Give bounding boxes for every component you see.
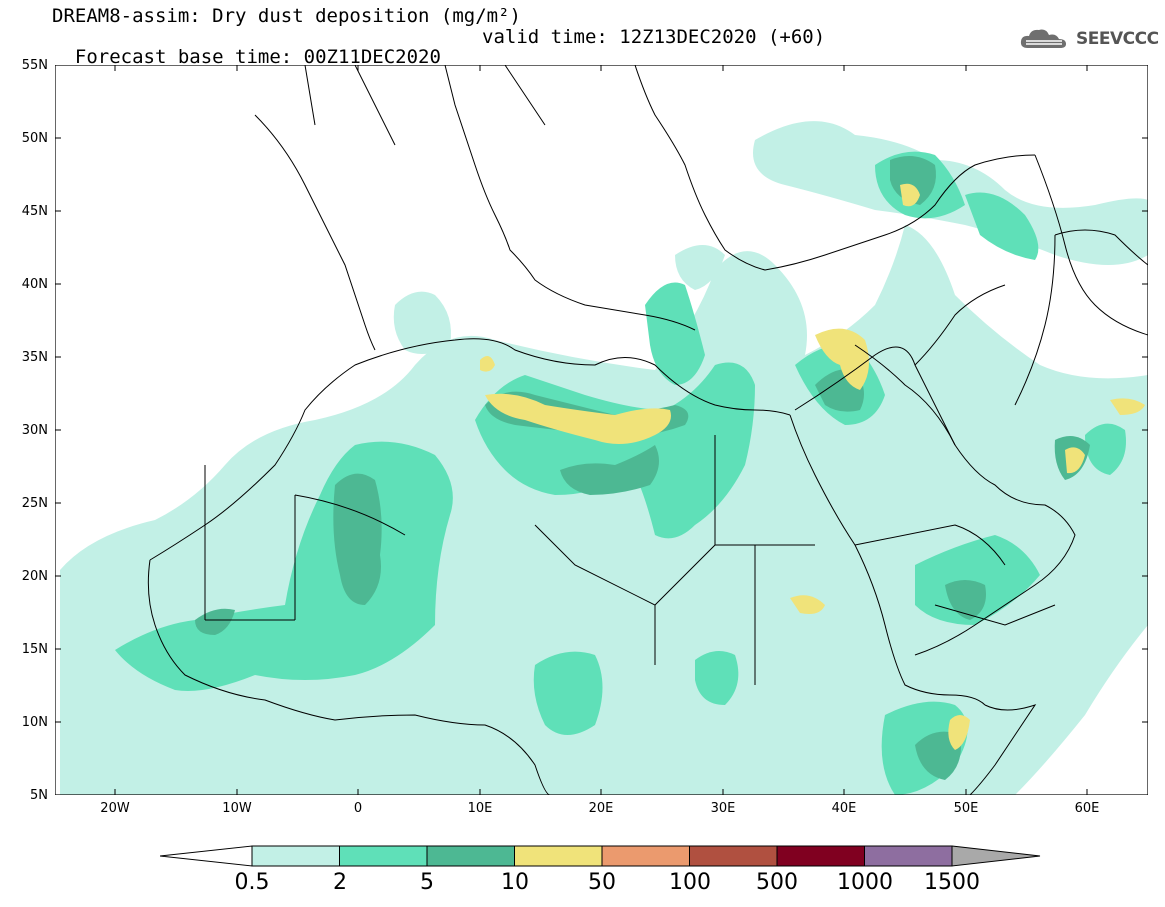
colorbar-box-100 xyxy=(689,845,778,867)
dust-level-10 xyxy=(480,183,1145,750)
lat-label-5n: 5N xyxy=(30,788,48,803)
lon-label-60e: 60E xyxy=(1074,801,1100,816)
colorbar-box-50 xyxy=(601,845,690,867)
lat-label-15n: 15N xyxy=(21,642,48,657)
dust-deposition-map xyxy=(55,65,1148,795)
colorbar-box-500 xyxy=(776,845,865,867)
lon-label-10e: 10E xyxy=(467,801,493,816)
lat-label-45n: 45N xyxy=(21,204,48,219)
lon-label-20e: 20E xyxy=(588,801,614,816)
cloud-icon xyxy=(1020,29,1066,48)
lat-label-35n: 35N xyxy=(21,350,48,365)
colorbar-box-1000 xyxy=(864,845,953,867)
base-time-label: Forecast base time: 00Z11DEC2020 xyxy=(74,46,441,68)
colorbar-label-100: 100 xyxy=(669,870,711,895)
forecast-times: Forecast base time: 00Z11DEC2020 valid t… xyxy=(52,27,825,87)
colorbar-box-2 xyxy=(339,845,428,867)
colorbar-box-5 xyxy=(426,845,515,867)
colorbar-box-10 xyxy=(514,845,603,867)
colorbar-label-5: 5 xyxy=(420,870,434,895)
lat-label-20n: 20N xyxy=(21,569,48,584)
map-ticks xyxy=(55,65,1148,795)
lat-label-50n: 50N xyxy=(21,131,48,146)
lat-label-40n: 40N xyxy=(21,277,48,292)
lon-label-50e: 50E xyxy=(953,801,979,816)
colorbar-over-arrow xyxy=(951,845,1041,867)
colorbar-label-500: 500 xyxy=(756,870,798,895)
colorbar-label-1500: 1500 xyxy=(924,870,980,895)
colorbar-label-2: 2 xyxy=(333,870,347,895)
colorbar-box-0.5 xyxy=(251,845,340,867)
lat-label-10n: 10N xyxy=(21,715,48,730)
lat-label-55n: 55N xyxy=(21,58,48,73)
valid-time-label: valid time: 12Z13DEC2020 (+60) xyxy=(482,26,826,48)
lon-label-30e: 30E xyxy=(710,801,736,816)
colorbar-label-0.5: 0.5 xyxy=(234,870,270,895)
colorbar-under-arrow xyxy=(160,845,253,867)
lat-label-30n: 30N xyxy=(21,423,48,438)
lon-label-20w: 20W xyxy=(100,801,130,816)
colorbar-label-50: 50 xyxy=(588,870,616,895)
colorbar-label-10: 10 xyxy=(501,870,529,895)
coastlines-and-borders xyxy=(147,65,1148,795)
lon-label-0: 0 xyxy=(353,801,363,816)
lat-label-25n: 25N xyxy=(21,496,48,511)
seevccc-logo: SEEVCCC xyxy=(1018,26,1159,52)
map-title: DREAM8-assim: Dry dust deposition (mg/m²… xyxy=(52,5,521,27)
lon-label-40e: 40E xyxy=(831,801,857,816)
logo-text: SEEVCCC xyxy=(1076,29,1159,49)
colorbar-label-1000: 1000 xyxy=(837,870,893,895)
lon-label-10w: 10W xyxy=(222,801,252,816)
colorbar xyxy=(160,845,1041,867)
